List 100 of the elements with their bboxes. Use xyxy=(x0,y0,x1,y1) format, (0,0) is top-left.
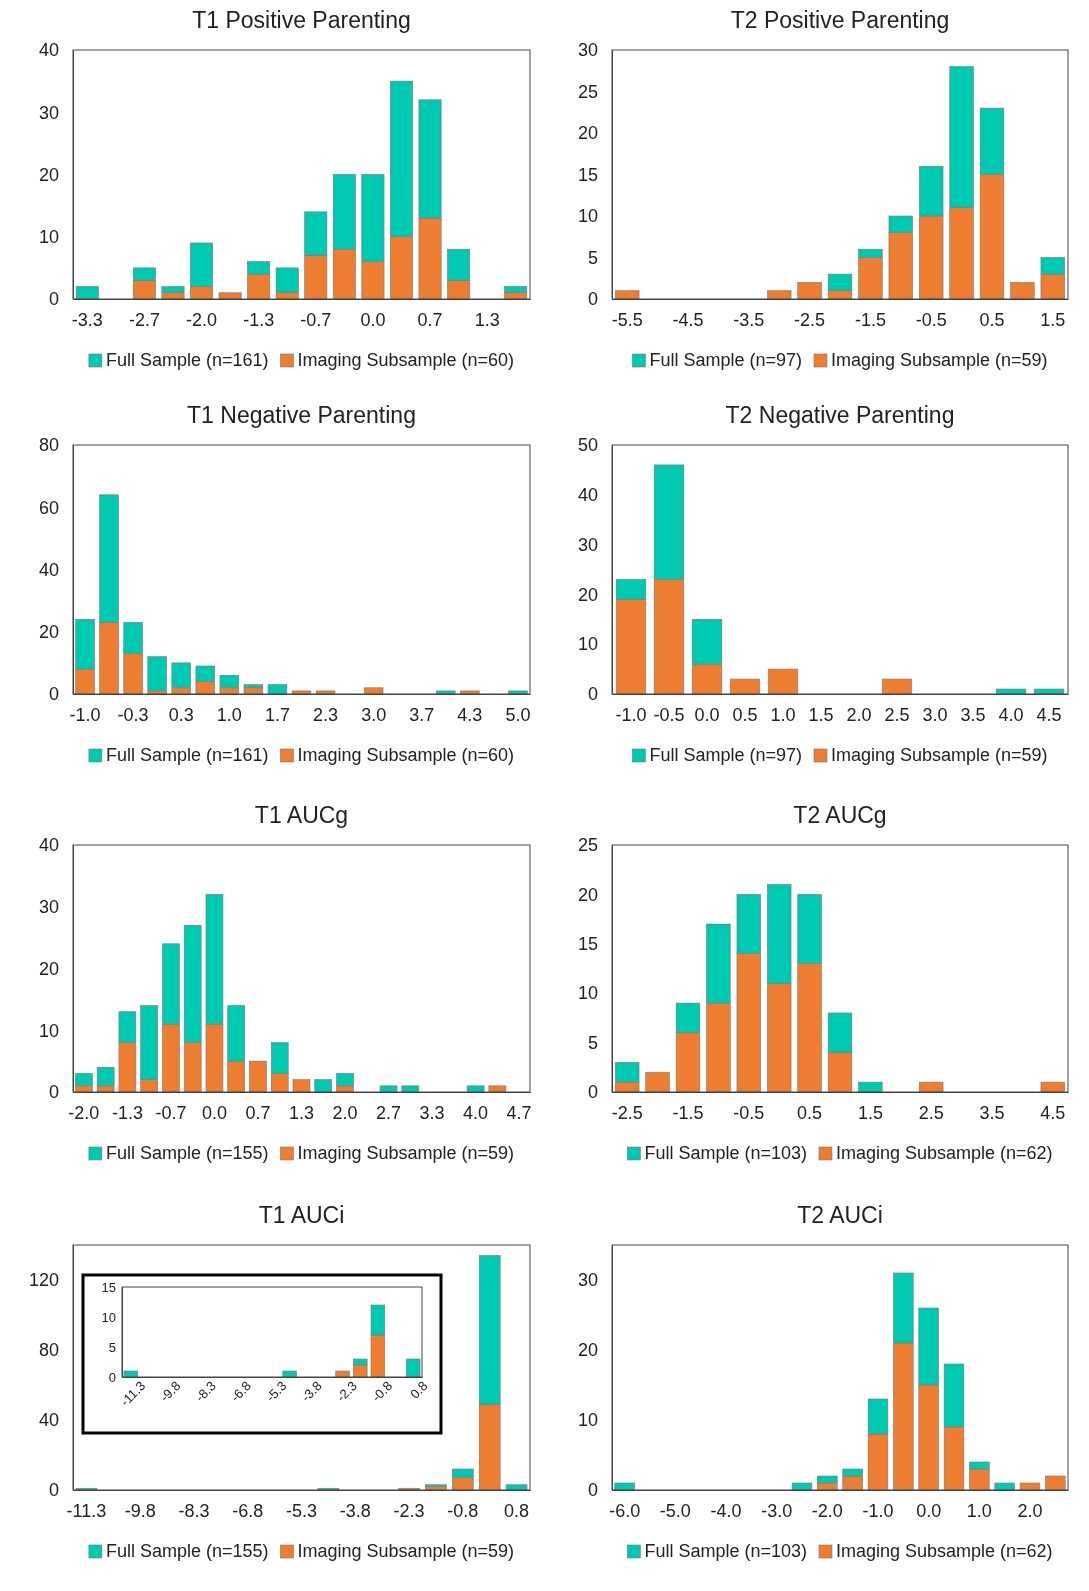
y-tick-label: 5 xyxy=(108,1339,116,1355)
y-tick-label: 50 xyxy=(577,435,598,456)
x-tick-label: 1.0 xyxy=(966,1500,992,1521)
y-tick-label: 25 xyxy=(577,835,598,856)
x-tick-label: 0.0 xyxy=(694,704,720,725)
y-tick-label: 10 xyxy=(577,634,598,655)
x-tick-label: -5.0 xyxy=(659,1500,691,1521)
x-tick-label: 1.5 xyxy=(1040,309,1066,330)
y-tick-label: 20 xyxy=(38,164,59,185)
y-tick-label: 60 xyxy=(38,497,59,518)
x-tick-label: -1.0 xyxy=(615,704,647,725)
y-tick-label: 40 xyxy=(38,40,59,61)
y-tick-label: 30 xyxy=(38,897,59,918)
y-tick-label: 0 xyxy=(587,1082,598,1103)
legend-label: Full Sample (n=97) xyxy=(649,745,802,765)
y-tick-label: 10 xyxy=(577,206,598,227)
y-tick-label: 0 xyxy=(48,1480,59,1501)
x-tick-label: 0.3 xyxy=(168,704,194,725)
y-tick-label: 40 xyxy=(38,1410,59,1431)
x-tick-label: 4.5 xyxy=(1040,1102,1066,1123)
x-tick-label: -1.0 xyxy=(862,1500,894,1521)
x-tick-label: -11.3 xyxy=(66,1500,107,1521)
y-tick-label: 10 xyxy=(38,227,59,248)
y-tick-label: 25 xyxy=(577,81,598,102)
y-tick-label: 0 xyxy=(587,289,598,310)
x-tick-label: 0.8 xyxy=(504,1500,530,1521)
x-tick-label: -0.7 xyxy=(300,309,332,330)
y-tick-label: 10 xyxy=(577,983,598,1004)
legend-label: Full Sample (n=161) xyxy=(105,350,269,370)
legend-label: Imaging Subsample (n=59) xyxy=(830,350,1048,370)
x-tick-label: 4.3 xyxy=(457,704,483,725)
y-tick-label: 20 xyxy=(577,584,598,605)
x-tick-label: 4.5 xyxy=(1036,704,1062,725)
chart-title: T2 AUCg xyxy=(793,802,887,828)
y-tick-label: 0 xyxy=(48,684,59,705)
x-tick-label: 3.3 xyxy=(419,1102,445,1123)
x-tick-label: -2.7 xyxy=(128,309,160,330)
legend-label: Full Sample (n=155) xyxy=(105,1143,269,1163)
x-tick-label: 2.3 xyxy=(313,704,339,725)
x-tick-label: 0.0 xyxy=(916,1500,942,1521)
y-tick-label: 30 xyxy=(577,534,598,555)
x-tick-label: 4.7 xyxy=(506,1102,532,1123)
x-tick-label: 3.7 xyxy=(409,704,435,725)
chart-title: T2 Positive Parenting xyxy=(730,7,950,33)
x-tick-label: 2.0 xyxy=(846,704,872,725)
x-tick-label: -8.3 xyxy=(178,1500,210,1521)
y-tick-label: 40 xyxy=(38,835,59,856)
legend-label: Full Sample (n=97) xyxy=(649,350,802,370)
y-tick-label: 20 xyxy=(577,884,598,905)
x-tick-label: 2.7 xyxy=(376,1102,402,1123)
legend-label: Full Sample (n=103) xyxy=(644,1541,807,1561)
chart-title: T2 AUCi xyxy=(797,1202,883,1228)
chart-title: T1 AUCg xyxy=(254,802,349,828)
x-tick-label: -0.5 xyxy=(915,309,947,330)
y-tick-label: 20 xyxy=(38,622,59,643)
x-tick-label: -1.5 xyxy=(854,309,886,330)
x-tick-label: 2.0 xyxy=(1017,1500,1043,1521)
x-tick-label: -0.3 xyxy=(117,704,149,725)
legend-label: Full Sample (n=155) xyxy=(105,1541,269,1561)
y-tick-label: 120 xyxy=(28,1270,59,1291)
x-tick-label: -2.0 xyxy=(811,1500,843,1521)
x-tick-label: -0.5 xyxy=(733,1102,765,1123)
x-tick-label: 1.7 xyxy=(264,704,290,725)
y-tick-label: 15 xyxy=(101,1279,116,1295)
legend-label: Imaging Subsample (n=59) xyxy=(830,745,1048,765)
x-tick-label: 0.5 xyxy=(979,309,1005,330)
y-tick-label: 40 xyxy=(577,485,598,506)
y-tick-label: 30 xyxy=(38,102,59,123)
x-tick-label: -1.5 xyxy=(672,1102,704,1123)
x-tick-label: -2.3 xyxy=(333,1378,360,1405)
x-tick-label: -0.8 xyxy=(368,1378,396,1405)
y-tick-label: 5 xyxy=(587,1032,598,1053)
x-tick-label: -3.8 xyxy=(298,1378,325,1405)
x-tick-label: -2.0 xyxy=(68,1102,100,1123)
x-tick-label: 3.0 xyxy=(361,704,387,725)
y-tick-label: 10 xyxy=(101,1309,116,1325)
x-tick-label: 0.0 xyxy=(201,1102,227,1123)
x-tick-label: -6.0 xyxy=(609,1500,641,1521)
x-tick-label: -2.3 xyxy=(393,1500,425,1521)
x-tick-label: 0.7 xyxy=(417,309,443,330)
y-tick-label: 15 xyxy=(577,934,598,955)
x-tick-label: -4.0 xyxy=(710,1500,742,1521)
x-tick-label: -0.8 xyxy=(447,1500,479,1521)
x-tick-label: -3.5 xyxy=(733,309,765,330)
x-tick-label: 4.0 xyxy=(998,704,1024,725)
legend-label: Imaging Subsample (n=59) xyxy=(297,1541,515,1561)
legend-label: Imaging Subsample (n=59) xyxy=(297,1143,515,1163)
x-tick-label: -1.3 xyxy=(111,1102,143,1123)
x-tick-label: 3.5 xyxy=(979,1102,1005,1123)
x-tick-label: 3.5 xyxy=(960,704,986,725)
x-tick-label: 3.0 xyxy=(922,704,948,725)
x-tick-label: -1.3 xyxy=(243,309,275,330)
legend-label: Imaging Subsample (n=62) xyxy=(835,1541,1053,1561)
x-tick-label: -5.3 xyxy=(285,1500,318,1521)
legend-label: Imaging Subsample (n=62) xyxy=(835,1143,1053,1163)
x-tick-label: -5.5 xyxy=(611,309,643,330)
y-tick-label: 0 xyxy=(587,684,598,705)
chart-title: T1 Negative Parenting xyxy=(187,402,416,428)
x-tick-label: 0.5 xyxy=(732,704,758,725)
x-tick-label: -2.0 xyxy=(186,309,218,330)
